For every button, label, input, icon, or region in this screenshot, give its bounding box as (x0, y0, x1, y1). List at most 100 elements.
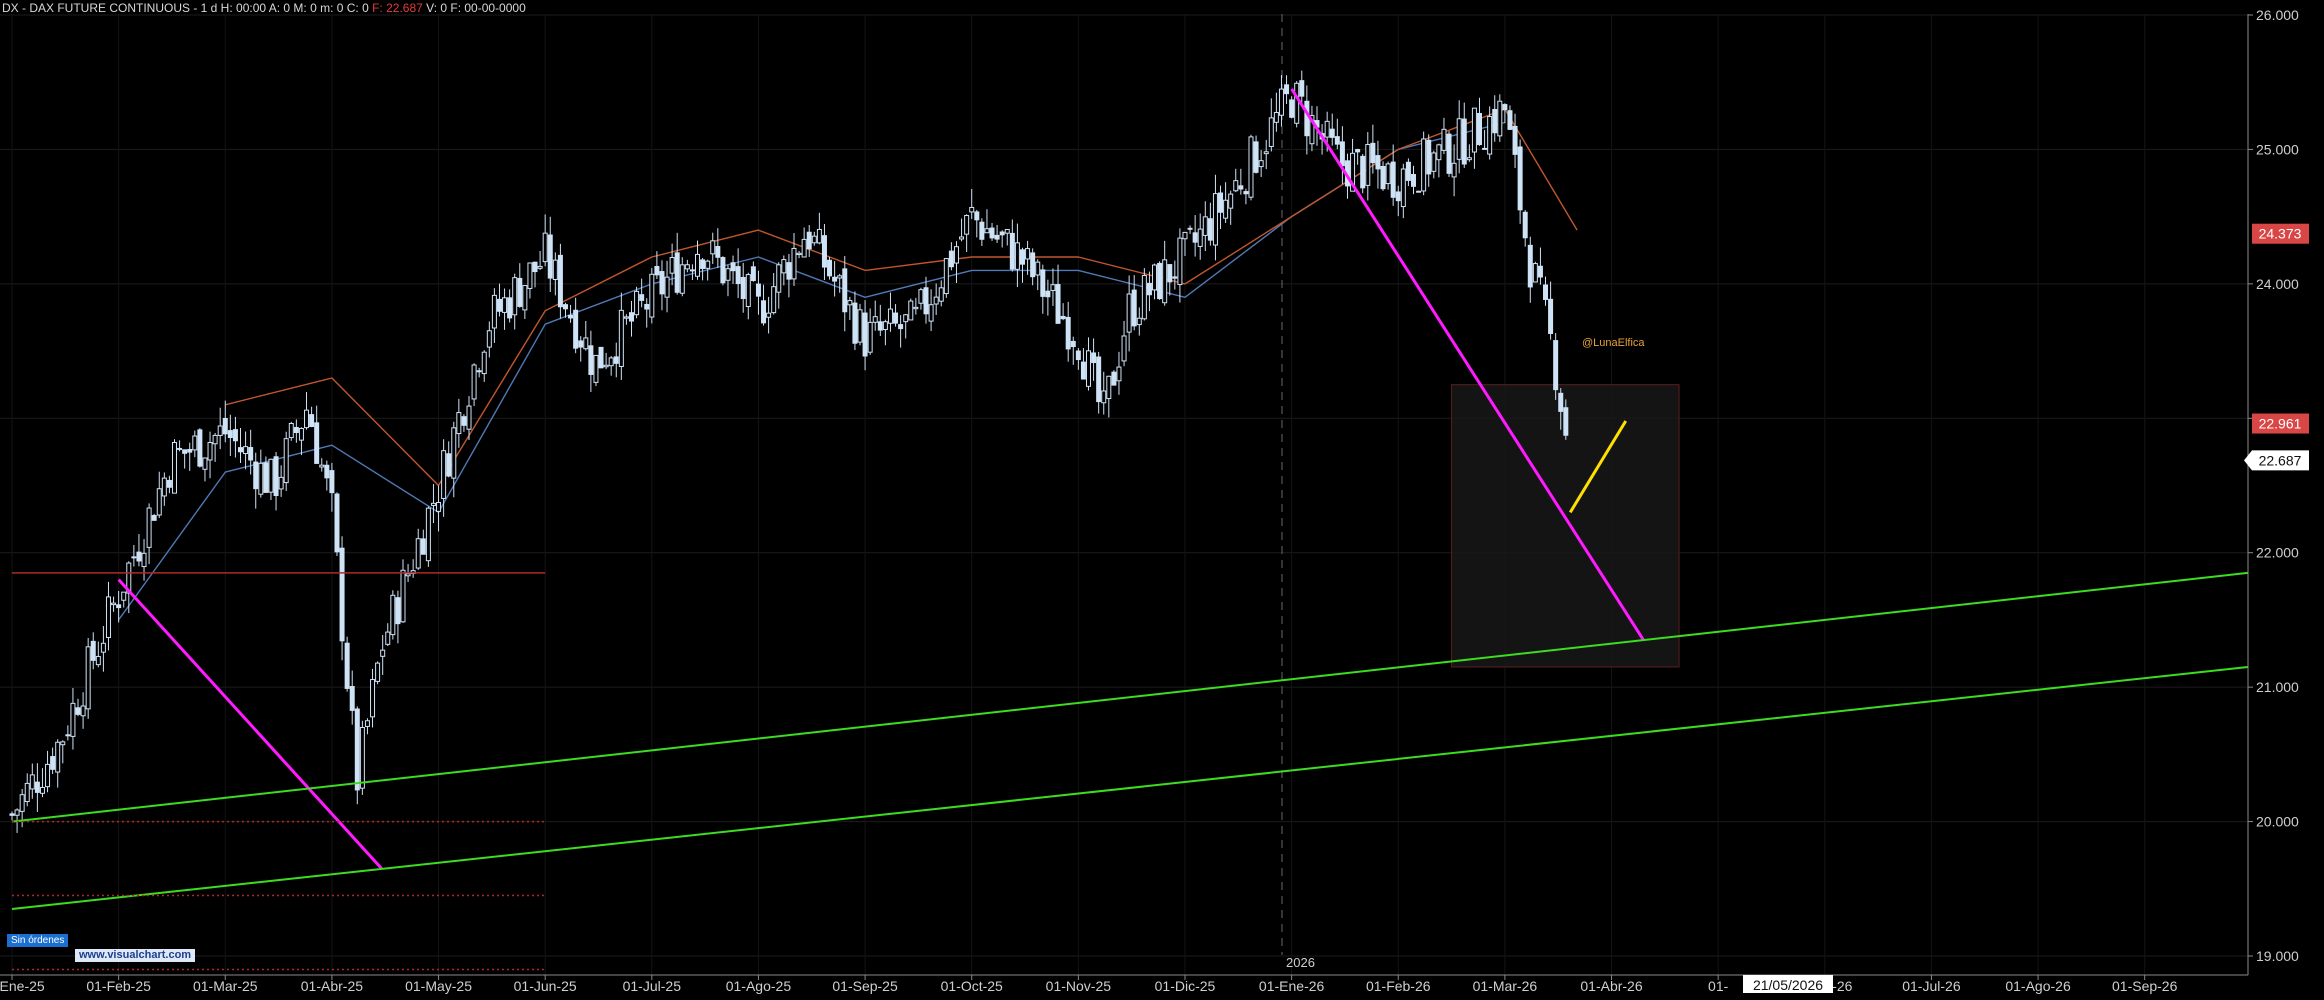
candle-body (552, 259, 558, 280)
candle-body (1116, 366, 1122, 382)
candle-body (1304, 100, 1310, 137)
candle (481, 350, 487, 382)
candle-body (268, 458, 274, 493)
trendline-magenta[interactable] (1290, 88, 1645, 641)
candle-body (827, 259, 833, 277)
candle-body (364, 720, 370, 727)
candle-body (1507, 110, 1513, 130)
year-marker-label: 2026 (1286, 955, 1315, 970)
candle-body (720, 257, 726, 284)
candle (918, 287, 924, 310)
candle-body (588, 345, 594, 375)
y-tick-label: 22.000 (2256, 545, 2299, 561)
candle (862, 300, 868, 371)
trend-drawings[interactable] (11, 88, 2248, 971)
candle-body (1106, 375, 1112, 400)
candle (1360, 153, 1366, 194)
candle (1136, 307, 1142, 336)
candle-body (776, 264, 782, 293)
candle (1294, 81, 1300, 128)
trendline-magenta[interactable] (117, 578, 383, 870)
trendline-green[interactable] (11, 665, 2248, 910)
candle-body (1278, 88, 1284, 116)
candle (801, 227, 807, 258)
candle (872, 300, 878, 331)
candle (816, 212, 822, 245)
candle-body (1441, 128, 1447, 151)
candle-body (903, 314, 909, 323)
price-badge-label: 22.687 (2259, 452, 2302, 468)
candle-body (161, 477, 167, 497)
candle-body (283, 438, 289, 484)
candle-body (1121, 335, 1127, 362)
x-tick-label: 01-Sep-26 (2112, 978, 2178, 994)
candle (842, 256, 848, 332)
candle (1492, 95, 1498, 142)
candle-body (1187, 227, 1193, 230)
candle-body (1218, 192, 1224, 213)
candle-body (628, 312, 634, 322)
candle (979, 218, 985, 246)
time-axis[interactable]: 01-Ene-25 01-Feb-25 01-Mar-25 01-Abr-25 01-M… (0, 975, 2178, 994)
candle (1045, 279, 1051, 316)
price-axis[interactable]: 19.00020.00021.00022.00023.00024.00025.0… (2248, 7, 2299, 964)
candle (649, 267, 655, 324)
candle-body (243, 446, 249, 455)
candle (298, 427, 304, 456)
candle (400, 559, 406, 623)
candle-body (1126, 293, 1132, 333)
candle (29, 763, 35, 799)
orders-status-badge[interactable]: Sin órdenes (7, 934, 69, 947)
visualchart-logo[interactable]: www.visualchart.com (75, 949, 196, 962)
header-main-text: DX - DAX FUTURE CONTINUOUS - 1 d H: 00:0… (2, 1, 369, 15)
candle (1451, 144, 1457, 197)
candle (903, 314, 909, 339)
candle-body (847, 300, 853, 306)
candle (1096, 351, 1102, 414)
candle (593, 354, 599, 387)
candle-body (1400, 168, 1406, 208)
candle-body (796, 252, 802, 256)
candle-body (34, 781, 40, 793)
candle-body (872, 316, 878, 323)
price-badge-label: 22.961 (2259, 416, 2302, 432)
candle (1446, 131, 1452, 177)
candle (735, 248, 741, 299)
candle (1436, 143, 1442, 178)
candle (446, 441, 452, 478)
candle-body (1553, 340, 1559, 391)
candle (238, 427, 244, 463)
candle-body (293, 427, 299, 434)
candle (334, 492, 340, 557)
candle (913, 297, 919, 315)
candle (1228, 190, 1234, 225)
trendline-yellow[interactable] (1568, 420, 1628, 514)
candle (1273, 92, 1279, 132)
trendline-green[interactable] (11, 571, 2248, 823)
candle-body (481, 351, 487, 375)
candle-body (1182, 231, 1188, 240)
candle-body (1075, 350, 1081, 361)
candle-body (837, 275, 843, 279)
candle-body (39, 786, 45, 794)
candle (309, 406, 315, 428)
candle-body (1324, 120, 1330, 138)
candle (156, 471, 162, 518)
candle-body (1223, 199, 1229, 219)
candle-body (258, 462, 264, 495)
candle-body (1548, 298, 1554, 334)
candle-body (288, 423, 294, 439)
candle-body (1273, 112, 1279, 123)
candle-body (182, 449, 188, 454)
candle (1278, 74, 1284, 127)
candle (1421, 131, 1427, 196)
candle (131, 545, 137, 567)
candle-body (496, 298, 502, 312)
candle (1426, 134, 1432, 187)
candle (628, 300, 634, 337)
candle (877, 304, 883, 337)
candle-body (547, 234, 553, 279)
candle (278, 465, 284, 497)
